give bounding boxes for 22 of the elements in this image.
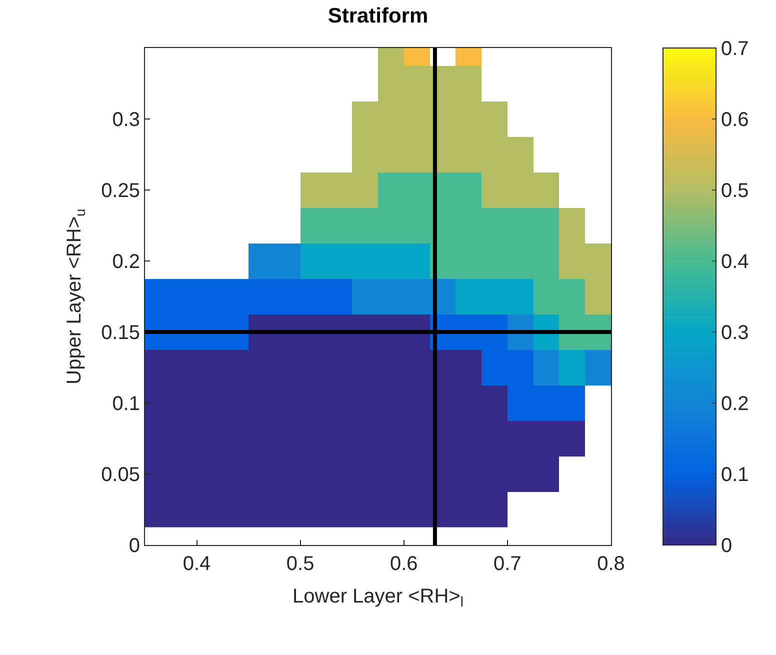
x-tick-label: 0.5 — [286, 553, 314, 575]
y-tick-label: 0.3 — [112, 109, 140, 131]
x-tick-label: 0.7 — [494, 553, 522, 575]
color-bar-label: 0.4 — [721, 251, 749, 273]
y-tick-label: 0.05 — [101, 464, 140, 486]
x-tick-label: 0.6 — [390, 553, 418, 575]
y-tick-label: 0 — [128, 535, 140, 557]
color-bar-label: 0.3 — [721, 322, 749, 344]
x-axis-title: Lower Layer <RH>$_{l}$ — [292, 586, 464, 610]
color-bar-label: 0.7 — [721, 38, 749, 60]
chart-title: Stratiform — [328, 4, 428, 28]
y-tick-label: 0.25 — [101, 180, 140, 202]
color-bar-label: 0.2 — [721, 393, 749, 415]
x-tick-label: 0.8 — [597, 553, 625, 575]
color-bar-label: 0.6 — [721, 109, 749, 131]
x-tick-label: 0.4 — [182, 553, 211, 575]
color-bar-label: 0.1 — [721, 464, 749, 486]
color-bar-label: 0 — [721, 535, 732, 557]
y-tick-label: 0.2 — [112, 251, 140, 273]
y-tick-label: 0.15 — [101, 322, 140, 344]
color-bar-label: 0.5 — [721, 180, 749, 202]
y-tick-label: 0.1 — [112, 393, 140, 415]
